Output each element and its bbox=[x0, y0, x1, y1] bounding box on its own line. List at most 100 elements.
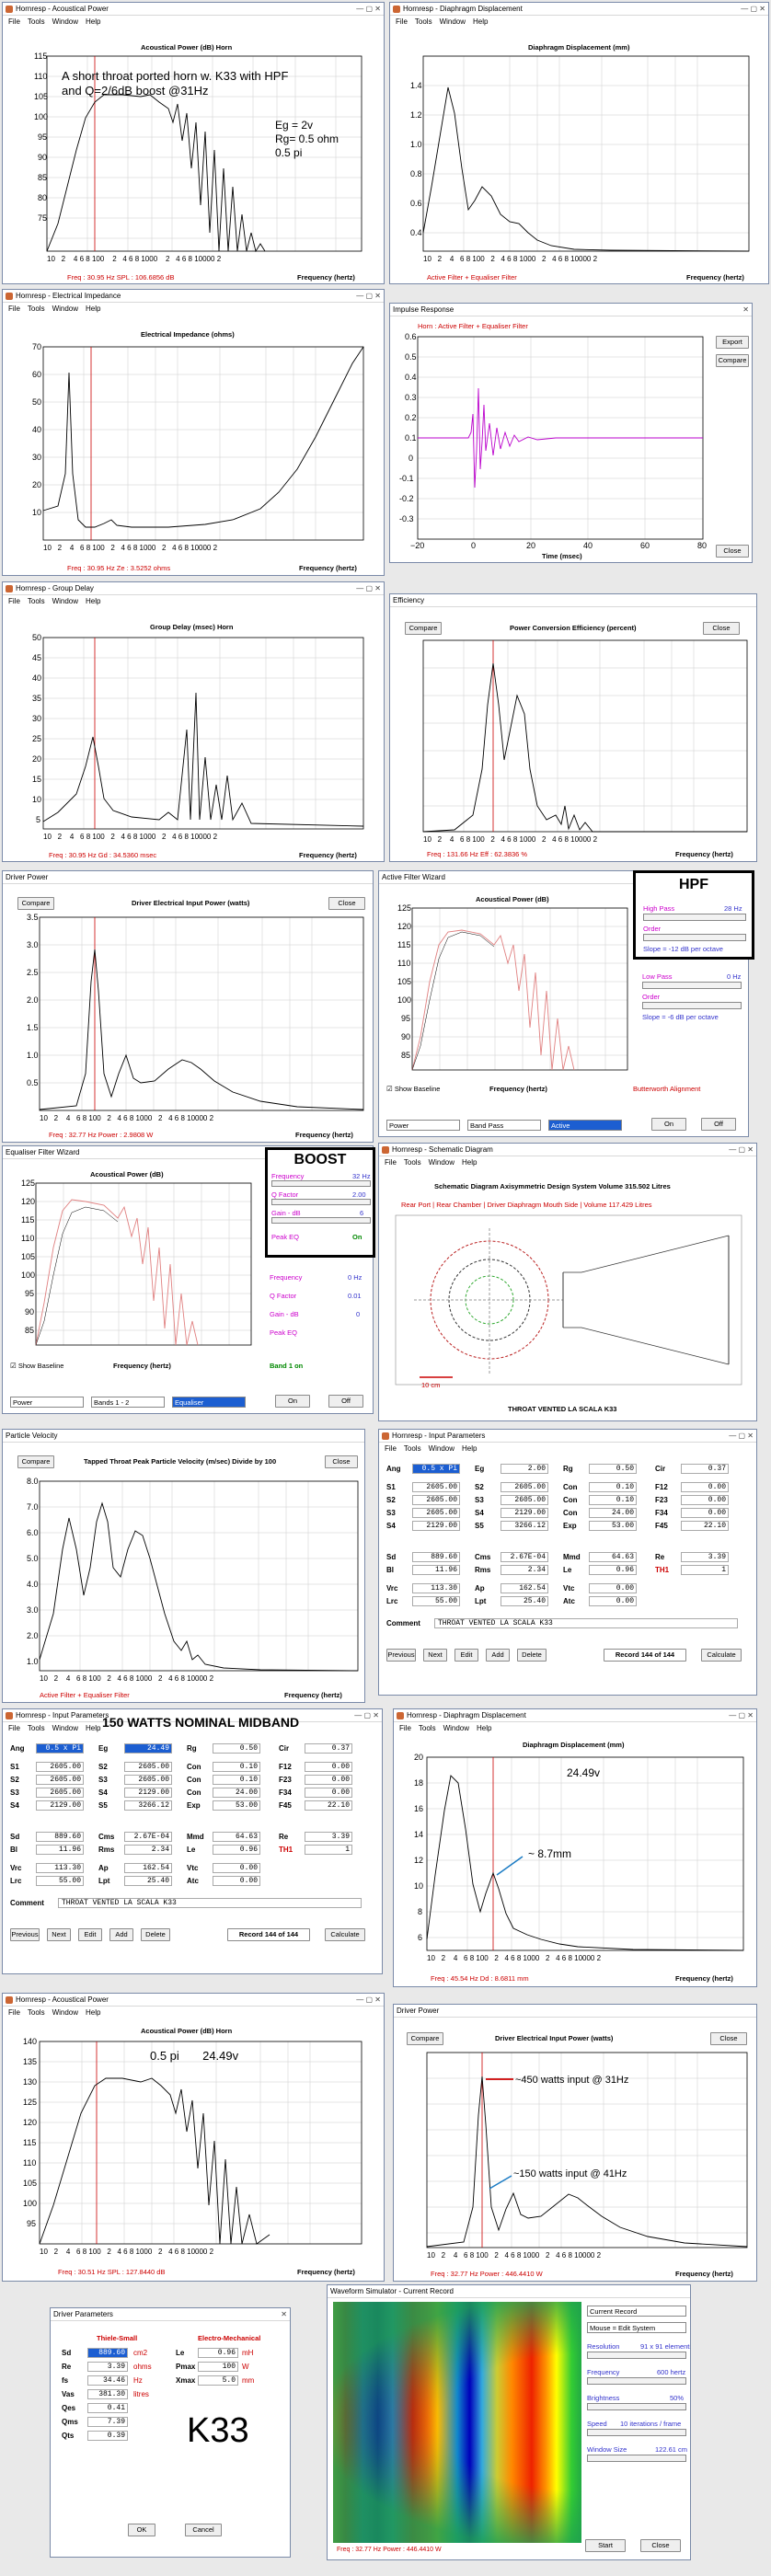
compare-button[interactable]: Compare bbox=[17, 1455, 54, 1468]
close-button[interactable]: Close bbox=[325, 1455, 358, 1468]
close-button[interactable]: Close bbox=[703, 622, 740, 635]
mouse-mode-select[interactable]: Mouse = Edit System bbox=[587, 2322, 686, 2333]
on-button[interactable]: On bbox=[651, 1118, 686, 1131]
param-field[interactable]: 2605.00 bbox=[412, 1482, 460, 1492]
driver-param-field[interactable]: 889.60 bbox=[87, 2348, 128, 2358]
window-size-slider[interactable] bbox=[587, 2455, 686, 2462]
param-field[interactable]: 0.50 bbox=[213, 1743, 260, 1754]
window-controls[interactable]: — ▢ ✕ bbox=[729, 1711, 754, 1719]
next-button[interactable]: Next bbox=[47, 1928, 71, 1941]
param-field[interactable]: 24.49 bbox=[124, 1743, 172, 1754]
param-field[interactable]: 162.54 bbox=[124, 1863, 172, 1873]
param-field[interactable]: 0.5 x Pi bbox=[36, 1743, 84, 1754]
menu-window[interactable]: Window bbox=[52, 596, 79, 605]
window-controls[interactable]: — ▢ ✕ bbox=[356, 1995, 381, 2004]
driver-param-field[interactable]: 0.39 bbox=[87, 2431, 128, 2441]
param-field[interactable]: 0.10 bbox=[589, 1482, 637, 1492]
param-field[interactable]: 25.40 bbox=[501, 1596, 548, 1606]
param-field[interactable]: 25.40 bbox=[124, 1876, 172, 1886]
driver-param-field[interactable]: 34.46 bbox=[87, 2375, 128, 2386]
menu-help[interactable]: Help bbox=[86, 1723, 101, 1732]
param-field[interactable]: 0.00 bbox=[213, 1876, 260, 1886]
edit-button[interactable]: Edit bbox=[78, 1928, 102, 1941]
param-field[interactable]: 162.54 bbox=[501, 1583, 548, 1593]
menu-file[interactable]: File bbox=[399, 1723, 411, 1732]
param-field[interactable]: 53.00 bbox=[213, 1800, 260, 1811]
param-field[interactable]: 2129.00 bbox=[124, 1788, 172, 1798]
driver-param-field[interactable]: 7.39 bbox=[87, 2417, 128, 2427]
menu-file[interactable]: File bbox=[8, 304, 20, 313]
on-button[interactable]: On bbox=[275, 1395, 310, 1408]
param-field[interactable]: 2605.00 bbox=[36, 1762, 84, 1772]
filter-mode-select[interactable]: Active bbox=[548, 1120, 622, 1131]
param-field[interactable]: 2129.00 bbox=[412, 1521, 460, 1531]
menu-tools[interactable]: Tools bbox=[27, 304, 45, 313]
menu-tools[interactable]: Tools bbox=[418, 1723, 436, 1732]
edit-button[interactable]: Edit bbox=[455, 1649, 478, 1662]
param-field[interactable]: 55.00 bbox=[412, 1596, 460, 1606]
param-field[interactable]: 2605.00 bbox=[501, 1482, 548, 1492]
close-icon[interactable]: ✕ bbox=[281, 2310, 287, 2318]
menu-file[interactable]: File bbox=[8, 2007, 20, 2017]
param-field[interactable]: 2605.00 bbox=[36, 1788, 84, 1798]
param-field[interactable]: 0.00 bbox=[681, 1508, 729, 1518]
param-field[interactable]: 3.39 bbox=[681, 1552, 729, 1562]
param-field[interactable]: 24.00 bbox=[589, 1508, 637, 1518]
menu-file[interactable]: File bbox=[8, 1723, 20, 1732]
driver-param-field[interactable]: 381.30 bbox=[87, 2389, 128, 2399]
highpass-order-slider[interactable] bbox=[643, 934, 746, 941]
param-field[interactable]: 889.60 bbox=[412, 1552, 460, 1562]
param-field[interactable]: 0.10 bbox=[213, 1775, 260, 1785]
param-field[interactable]: 889.60 bbox=[36, 1832, 84, 1842]
menu-tools[interactable]: Tools bbox=[27, 1723, 45, 1732]
compare-button[interactable]: Compare bbox=[407, 2032, 443, 2045]
menu-window[interactable]: Window bbox=[428, 1157, 455, 1167]
menu-file[interactable]: File bbox=[8, 17, 20, 26]
param-field[interactable]: 11.96 bbox=[412, 1565, 460, 1575]
param-field[interactable]: 0.00 bbox=[305, 1788, 352, 1798]
bands-select[interactable]: Bands 1 - 2 bbox=[91, 1397, 165, 1408]
param-field[interactable]: 0.00 bbox=[213, 1863, 260, 1873]
menu-window[interactable]: Window bbox=[428, 1443, 455, 1453]
close-icon[interactable]: ✕ bbox=[742, 305, 749, 314]
export-button[interactable]: Export bbox=[716, 336, 749, 349]
driver-param-field[interactable]: 0.96 bbox=[198, 2348, 238, 2358]
param-field[interactable]: 1 bbox=[681, 1565, 729, 1575]
add-button[interactable]: Add bbox=[486, 1649, 510, 1662]
comment-field[interactable]: THROAT VENTED LA SCALA K33 bbox=[58, 1898, 362, 1908]
param-field[interactable]: 0.00 bbox=[305, 1775, 352, 1785]
comment-field[interactable]: THROAT VENTED LA SCALA K33 bbox=[434, 1618, 738, 1628]
cancel-button[interactable]: Cancel bbox=[185, 2524, 222, 2536]
param-field[interactable]: 53.00 bbox=[589, 1521, 637, 1531]
q-factor-slider[interactable] bbox=[271, 1199, 371, 1205]
compare-button[interactable]: Compare bbox=[405, 622, 442, 635]
resolution-slider[interactable] bbox=[587, 2352, 686, 2359]
param-field[interactable]: 2129.00 bbox=[36, 1800, 84, 1811]
menu-tools[interactable]: Tools bbox=[403, 1157, 421, 1167]
lowpass-slider[interactable] bbox=[642, 982, 742, 989]
lowpass-order-slider[interactable] bbox=[642, 1002, 742, 1009]
param-field[interactable]: 2.00 bbox=[501, 1464, 548, 1474]
param-field[interactable]: 0.5 x Pi bbox=[412, 1464, 460, 1474]
param-field[interactable]: 2.34 bbox=[501, 1565, 548, 1575]
param-field[interactable]: 2.67E-04 bbox=[501, 1552, 548, 1562]
menu-help[interactable]: Help bbox=[477, 1723, 492, 1732]
menu-window[interactable]: Window bbox=[443, 1723, 470, 1732]
menu-tools[interactable]: Tools bbox=[414, 17, 432, 26]
menu-tools[interactable]: Tools bbox=[27, 2007, 45, 2017]
menu-window[interactable]: Window bbox=[52, 304, 79, 313]
param-field[interactable]: 0.50 bbox=[589, 1464, 637, 1474]
ok-button[interactable]: OK bbox=[128, 2524, 155, 2536]
param-field[interactable]: 0.10 bbox=[589, 1495, 637, 1505]
gain-slider[interactable] bbox=[271, 1217, 371, 1224]
off-button[interactable]: Off bbox=[701, 1118, 736, 1131]
menu-file[interactable]: File bbox=[8, 596, 20, 605]
param-field[interactable]: 2605.00 bbox=[36, 1775, 84, 1785]
menu-tools[interactable]: Tools bbox=[403, 1443, 421, 1453]
highpass-slider[interactable] bbox=[643, 914, 746, 921]
menu-window[interactable]: Window bbox=[439, 17, 466, 26]
brightness-slider[interactable] bbox=[587, 2403, 686, 2410]
menu-file[interactable]: File bbox=[385, 1157, 397, 1167]
param-field[interactable]: 2605.00 bbox=[501, 1495, 548, 1505]
show-baseline-checkbox[interactable]: ☑ Show Baseline bbox=[386, 1085, 441, 1093]
